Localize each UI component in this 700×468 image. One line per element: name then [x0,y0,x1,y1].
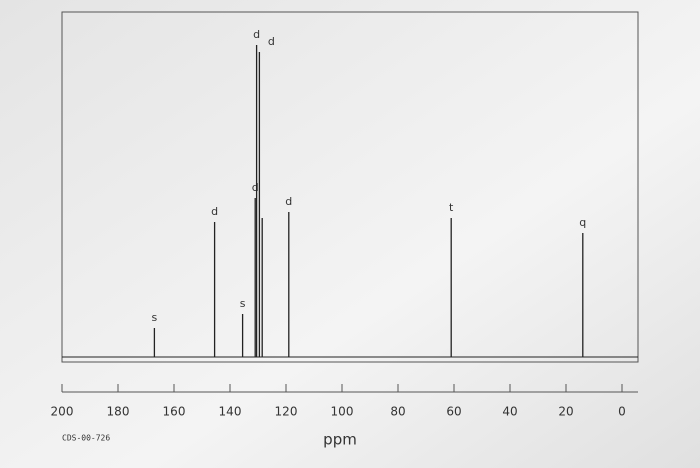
peak-label: d [268,35,275,48]
x-tick-label: 200 [51,405,74,419]
x-axis-label: ppm [323,431,357,449]
peak-label: s [152,311,158,324]
x-tick-label: 100 [331,405,354,419]
x-tick-label: 60 [446,405,461,419]
plot-frame [61,11,639,363]
x-tick-label: 160 [163,405,186,419]
peak-label: s [240,297,246,310]
x-tick-label: 180 [107,405,130,419]
peak-label: q [579,216,586,229]
peak-label: d [252,181,259,194]
peak-label: d [211,205,218,218]
x-tick-label: 40 [502,405,517,419]
x-tick-label: 80 [390,405,405,419]
peak-label: d [285,195,292,208]
peak-label: d [253,28,260,41]
code-label: CDS-00-726 [62,434,110,443]
x-tick-label: 120 [275,405,298,419]
x-tick-label: 20 [558,405,573,419]
x-tick-label: 140 [219,405,242,419]
x-tick-label: 0 [618,405,626,419]
peak-label: t [449,201,454,214]
